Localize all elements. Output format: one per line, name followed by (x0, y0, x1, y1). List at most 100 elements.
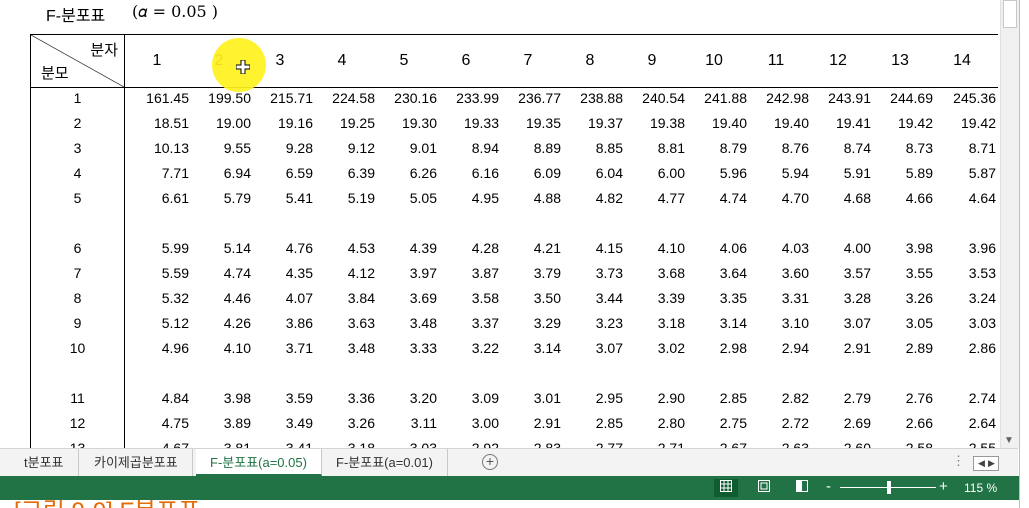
row-label[interactable]: 4 (73, 165, 82, 181)
tab-scroll-buttons[interactable]: ◀ ▶ (973, 456, 999, 471)
zoom-out-button[interactable]: - (826, 478, 831, 495)
table-cell[interactable]: 2.82 (781, 390, 809, 406)
table-cell[interactable]: 161.45 (146, 90, 189, 106)
table-cell[interactable]: 4.10 (223, 340, 251, 356)
table-cell[interactable]: 3.64 (719, 265, 747, 281)
table-cell[interactable]: 236.77 (518, 90, 561, 106)
table-cell[interactable]: 3.97 (409, 265, 437, 281)
table-cell[interactable]: 2.91 (843, 340, 871, 356)
table-cell[interactable]: 8.74 (843, 140, 871, 156)
corner-cell[interactable]: 분자 분모 (30, 35, 125, 87)
table-cell[interactable]: 8.71 (968, 140, 996, 156)
table-cell[interactable]: 5.87 (968, 165, 996, 181)
column-header[interactable]: 10 (705, 52, 723, 69)
table-cell[interactable]: 5.89 (905, 165, 933, 181)
table-cell[interactable]: 19.38 (649, 115, 685, 131)
table-cell[interactable]: 3.55 (905, 265, 933, 281)
table-cell[interactable]: 4.70 (781, 190, 809, 206)
table-cell[interactable]: 3.48 (409, 315, 437, 331)
row-label[interactable]: 13 (69, 440, 86, 448)
table-cell[interactable]: 4.00 (843, 240, 871, 256)
table-cell[interactable]: 3.60 (781, 265, 809, 281)
table-cell[interactable]: 3.18 (657, 315, 685, 331)
table-cell[interactable]: 3.22 (471, 340, 499, 356)
table-cell[interactable]: 2.95 (595, 390, 623, 406)
row-label[interactable]: 2 (73, 115, 82, 131)
table-cell[interactable]: 9.01 (409, 140, 437, 156)
table-cell[interactable]: 19.33 (463, 115, 499, 131)
row-label[interactable]: 11 (70, 390, 85, 406)
zoom-level[interactable]: 115 % (964, 481, 998, 495)
scroll-down-icon[interactable]: ▼ (1004, 435, 1014, 446)
table-cell[interactable]: 3.09 (471, 390, 499, 406)
table-cell[interactable]: 2.92 (471, 440, 499, 448)
table-cell[interactable]: 10.13 (153, 140, 189, 156)
table-cell[interactable]: 4.46 (223, 290, 251, 306)
tab-scroll-right-icon[interactable]: ▶ (988, 458, 995, 468)
table-cell[interactable]: 3.49 (285, 415, 313, 431)
table-cell[interactable]: 3.53 (968, 265, 996, 281)
table-cell[interactable]: 3.28 (843, 290, 871, 306)
table-cell[interactable]: 3.29 (533, 315, 561, 331)
table-cell[interactable]: 4.39 (409, 240, 437, 256)
table-cell[interactable]: 2.85 (595, 415, 623, 431)
table-cell[interactable]: 4.03 (781, 240, 809, 256)
table-cell[interactable]: 3.84 (347, 290, 375, 306)
column-header[interactable]: 5 (399, 52, 409, 69)
table-cell[interactable]: 19.40 (773, 115, 809, 131)
table-cell[interactable]: 3.00 (471, 415, 499, 431)
table-cell[interactable]: 3.26 (905, 290, 933, 306)
table-cell[interactable]: 2.89 (905, 340, 933, 356)
table-cell[interactable]: 2.60 (843, 440, 871, 448)
table-cell[interactable]: 2.67 (719, 440, 747, 448)
table-cell[interactable]: 6.09 (533, 165, 561, 181)
table-cell[interactable]: 3.57 (843, 265, 871, 281)
row-label[interactable]: 7 (73, 265, 82, 281)
table-cell[interactable]: 3.73 (595, 265, 623, 281)
table-cell[interactable]: 2.94 (781, 340, 809, 356)
table-cell[interactable]: 3.44 (595, 290, 623, 306)
table-cell[interactable]: 4.76 (285, 240, 313, 256)
table-cell[interactable]: 5.12 (161, 315, 189, 331)
table-cell[interactable]: 3.79 (533, 265, 561, 281)
table-cell[interactable]: 3.58 (471, 290, 499, 306)
column-header[interactable]: 13 (891, 52, 909, 69)
table-cell[interactable]: 2.90 (657, 390, 685, 406)
column-header[interactable]: 7 (523, 52, 533, 69)
table-cell[interactable]: 3.39 (657, 290, 685, 306)
more-options-icon[interactable]: ⋮ (952, 453, 965, 468)
table-cell[interactable]: 19.25 (339, 115, 375, 131)
table-cell[interactable]: 2.86 (968, 340, 996, 356)
table-cell[interactable]: 4.21 (533, 240, 561, 256)
table-cell[interactable]: 4.68 (843, 190, 871, 206)
worksheet[interactable]: F-분포표 (𝛼 = 0.05 ) 분자 분모 1234567891011121… (0, 0, 998, 448)
scroll-thumb[interactable] (1003, 0, 1017, 28)
table-cell[interactable]: 3.03 (968, 315, 996, 331)
table-cell[interactable]: 8.73 (905, 140, 933, 156)
table-cell[interactable]: 6.61 (161, 190, 189, 206)
table-cell[interactable]: 3.07 (843, 315, 871, 331)
table-cell[interactable]: 241.88 (704, 90, 747, 106)
column-header[interactable]: 12 (829, 52, 847, 69)
table-cell[interactable]: 6.59 (285, 165, 313, 181)
table-cell[interactable]: 19.40 (711, 115, 747, 131)
table-cell[interactable]: 3.48 (347, 340, 375, 356)
table-cell[interactable]: 7.71 (161, 165, 189, 181)
table-cell[interactable]: 3.37 (471, 315, 499, 331)
table-cell[interactable]: 4.35 (285, 265, 313, 281)
table-cell[interactable]: 3.03 (409, 440, 437, 448)
table-cell[interactable]: 3.96 (968, 240, 996, 256)
table-cell[interactable]: 2.74 (968, 390, 996, 406)
table-cell[interactable]: 3.87 (471, 265, 499, 281)
table-cell[interactable]: 3.24 (968, 290, 996, 306)
table-cell[interactable]: 8.89 (533, 140, 561, 156)
table-cell[interactable]: 4.64 (968, 190, 996, 206)
table-cell[interactable]: 4.26 (223, 315, 251, 331)
table-cell[interactable]: 3.81 (223, 440, 251, 448)
table-cell[interactable]: 9.12 (347, 140, 375, 156)
table-cell[interactable]: 230.16 (394, 90, 437, 106)
table-cell[interactable]: 3.41 (285, 440, 313, 448)
table-cell[interactable]: 4.82 (595, 190, 623, 206)
table-cell[interactable]: 2.66 (905, 415, 933, 431)
table-cell[interactable]: 2.75 (719, 415, 747, 431)
